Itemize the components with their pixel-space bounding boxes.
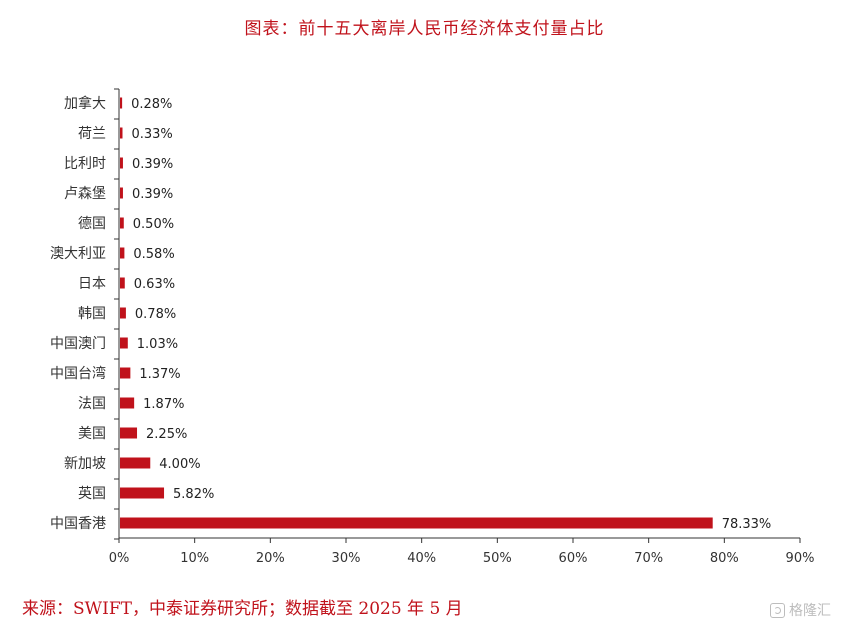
bar [120,277,125,289]
watermark: 格隆汇 [770,600,831,620]
x-tick-label: 60% [559,551,588,566]
bar [120,127,123,139]
category-label: 中国澳门 [50,336,106,352]
x-tick-label: 50% [483,551,512,566]
watermark-text: 格隆汇 [789,603,831,619]
bar [120,427,138,439]
bar [120,337,128,349]
value-label: 78.33% [722,517,772,532]
value-label: 0.58% [133,247,174,262]
value-label: 0.63% [134,277,175,292]
category-label: 卢森堡 [64,186,106,202]
x-tick-label: 40% [407,551,436,566]
category-label: 中国香港 [50,516,106,532]
bar [120,97,123,109]
category-label: 日本 [78,276,106,292]
category-label: 法国 [78,396,106,412]
bar [120,187,123,199]
bar [120,367,131,379]
value-label: 0.28% [131,97,172,112]
category-label: 比利时 [64,156,106,172]
category-label: 德国 [78,216,106,232]
category-label: 韩国 [78,306,106,322]
category-label: 中国台湾 [50,365,106,382]
category-label: 加拿大 [64,95,106,112]
category-label: 新加坡 [64,456,106,472]
category-label: 英国 [78,485,106,502]
bar [120,457,151,469]
x-tick-label: 20% [256,551,285,566]
x-tick-label: 80% [710,551,739,566]
x-tick-label: 10% [180,551,209,566]
x-tick-label: 90% [786,551,815,566]
value-label: 4.00% [159,457,200,472]
bar [120,307,126,319]
value-label: 2.25% [146,427,187,442]
category-label: 美国 [78,426,106,442]
bar [120,397,135,409]
x-tick-label: 70% [634,551,663,566]
bar [120,157,123,169]
x-tick-label: 30% [332,551,361,566]
bar [120,487,165,499]
bar [120,247,125,259]
category-label: 荷兰 [78,126,106,142]
value-label: 0.39% [132,187,173,202]
source-note: 来源：SWIFT，中泰证券研究所；数据截至 2025 年 5 月 [22,599,463,619]
value-label: 0.50% [133,217,174,232]
value-label: 1.87% [143,397,184,412]
value-label: 0.39% [132,157,173,172]
chart-title: 图表：前十五大离岸人民币经济体支付量占比 [244,19,605,39]
value-label: 1.37% [139,367,180,382]
value-label: 0.33% [131,127,172,142]
bar [120,517,713,529]
category-label: 澳大利亚 [50,246,106,262]
bar [120,217,124,229]
value-label: 5.82% [173,487,214,502]
watermark-logo-icon [770,602,785,618]
value-label: 1.03% [137,337,178,352]
value-label: 0.78% [135,307,176,322]
x-tick-label: 0% [109,551,130,566]
